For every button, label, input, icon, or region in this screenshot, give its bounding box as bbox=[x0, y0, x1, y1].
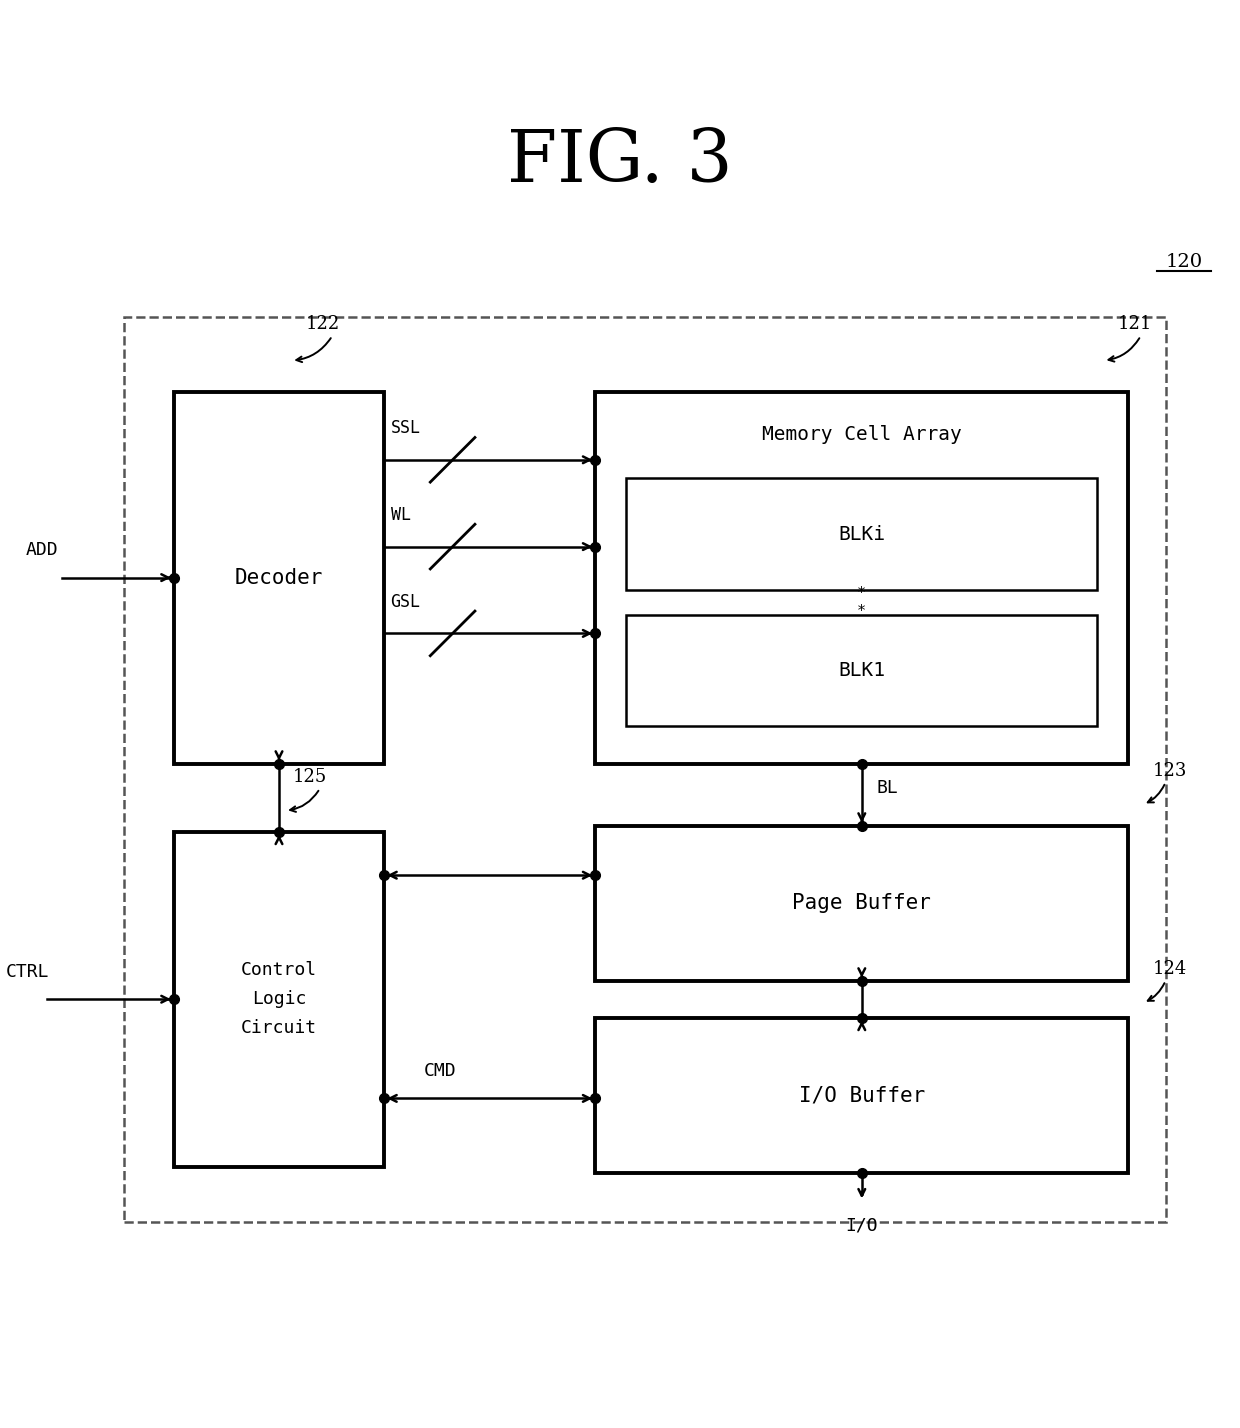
Text: Control
Logic
Circuit: Control Logic Circuit bbox=[241, 961, 317, 1037]
Text: Page Buffer: Page Buffer bbox=[792, 892, 931, 912]
Bar bbox=[626, 615, 1097, 727]
Text: BL: BL bbox=[877, 780, 899, 797]
Bar bbox=[124, 317, 1166, 1222]
Text: 120: 120 bbox=[1166, 253, 1203, 271]
Text: BLK1: BLK1 bbox=[838, 661, 885, 680]
Bar bbox=[595, 825, 1128, 981]
Bar bbox=[174, 391, 384, 764]
Bar bbox=[595, 391, 1128, 764]
Text: *
*: * * bbox=[857, 587, 867, 618]
Text: 123: 123 bbox=[1153, 761, 1188, 780]
Bar bbox=[626, 478, 1097, 590]
Text: FIG. 3: FIG. 3 bbox=[507, 127, 733, 197]
Text: 121: 121 bbox=[1117, 316, 1152, 333]
Text: CTRL: CTRL bbox=[5, 962, 50, 981]
Text: SSL: SSL bbox=[391, 420, 420, 437]
Bar bbox=[174, 831, 384, 1167]
Text: Decoder: Decoder bbox=[234, 567, 324, 587]
Text: CMD: CMD bbox=[424, 1062, 456, 1080]
Text: ADD: ADD bbox=[26, 541, 58, 558]
Bar bbox=[595, 1018, 1128, 1172]
Text: I/O Buffer: I/O Buffer bbox=[799, 1085, 925, 1105]
Text: 125: 125 bbox=[293, 768, 327, 785]
Text: 124: 124 bbox=[1153, 960, 1188, 978]
Text: Memory Cell Array: Memory Cell Array bbox=[761, 426, 962, 444]
Text: BLKi: BLKi bbox=[838, 524, 885, 544]
Text: I/O: I/O bbox=[846, 1217, 878, 1234]
Text: 122: 122 bbox=[305, 316, 340, 333]
Text: GSL: GSL bbox=[391, 593, 420, 611]
Text: WL: WL bbox=[391, 507, 410, 524]
